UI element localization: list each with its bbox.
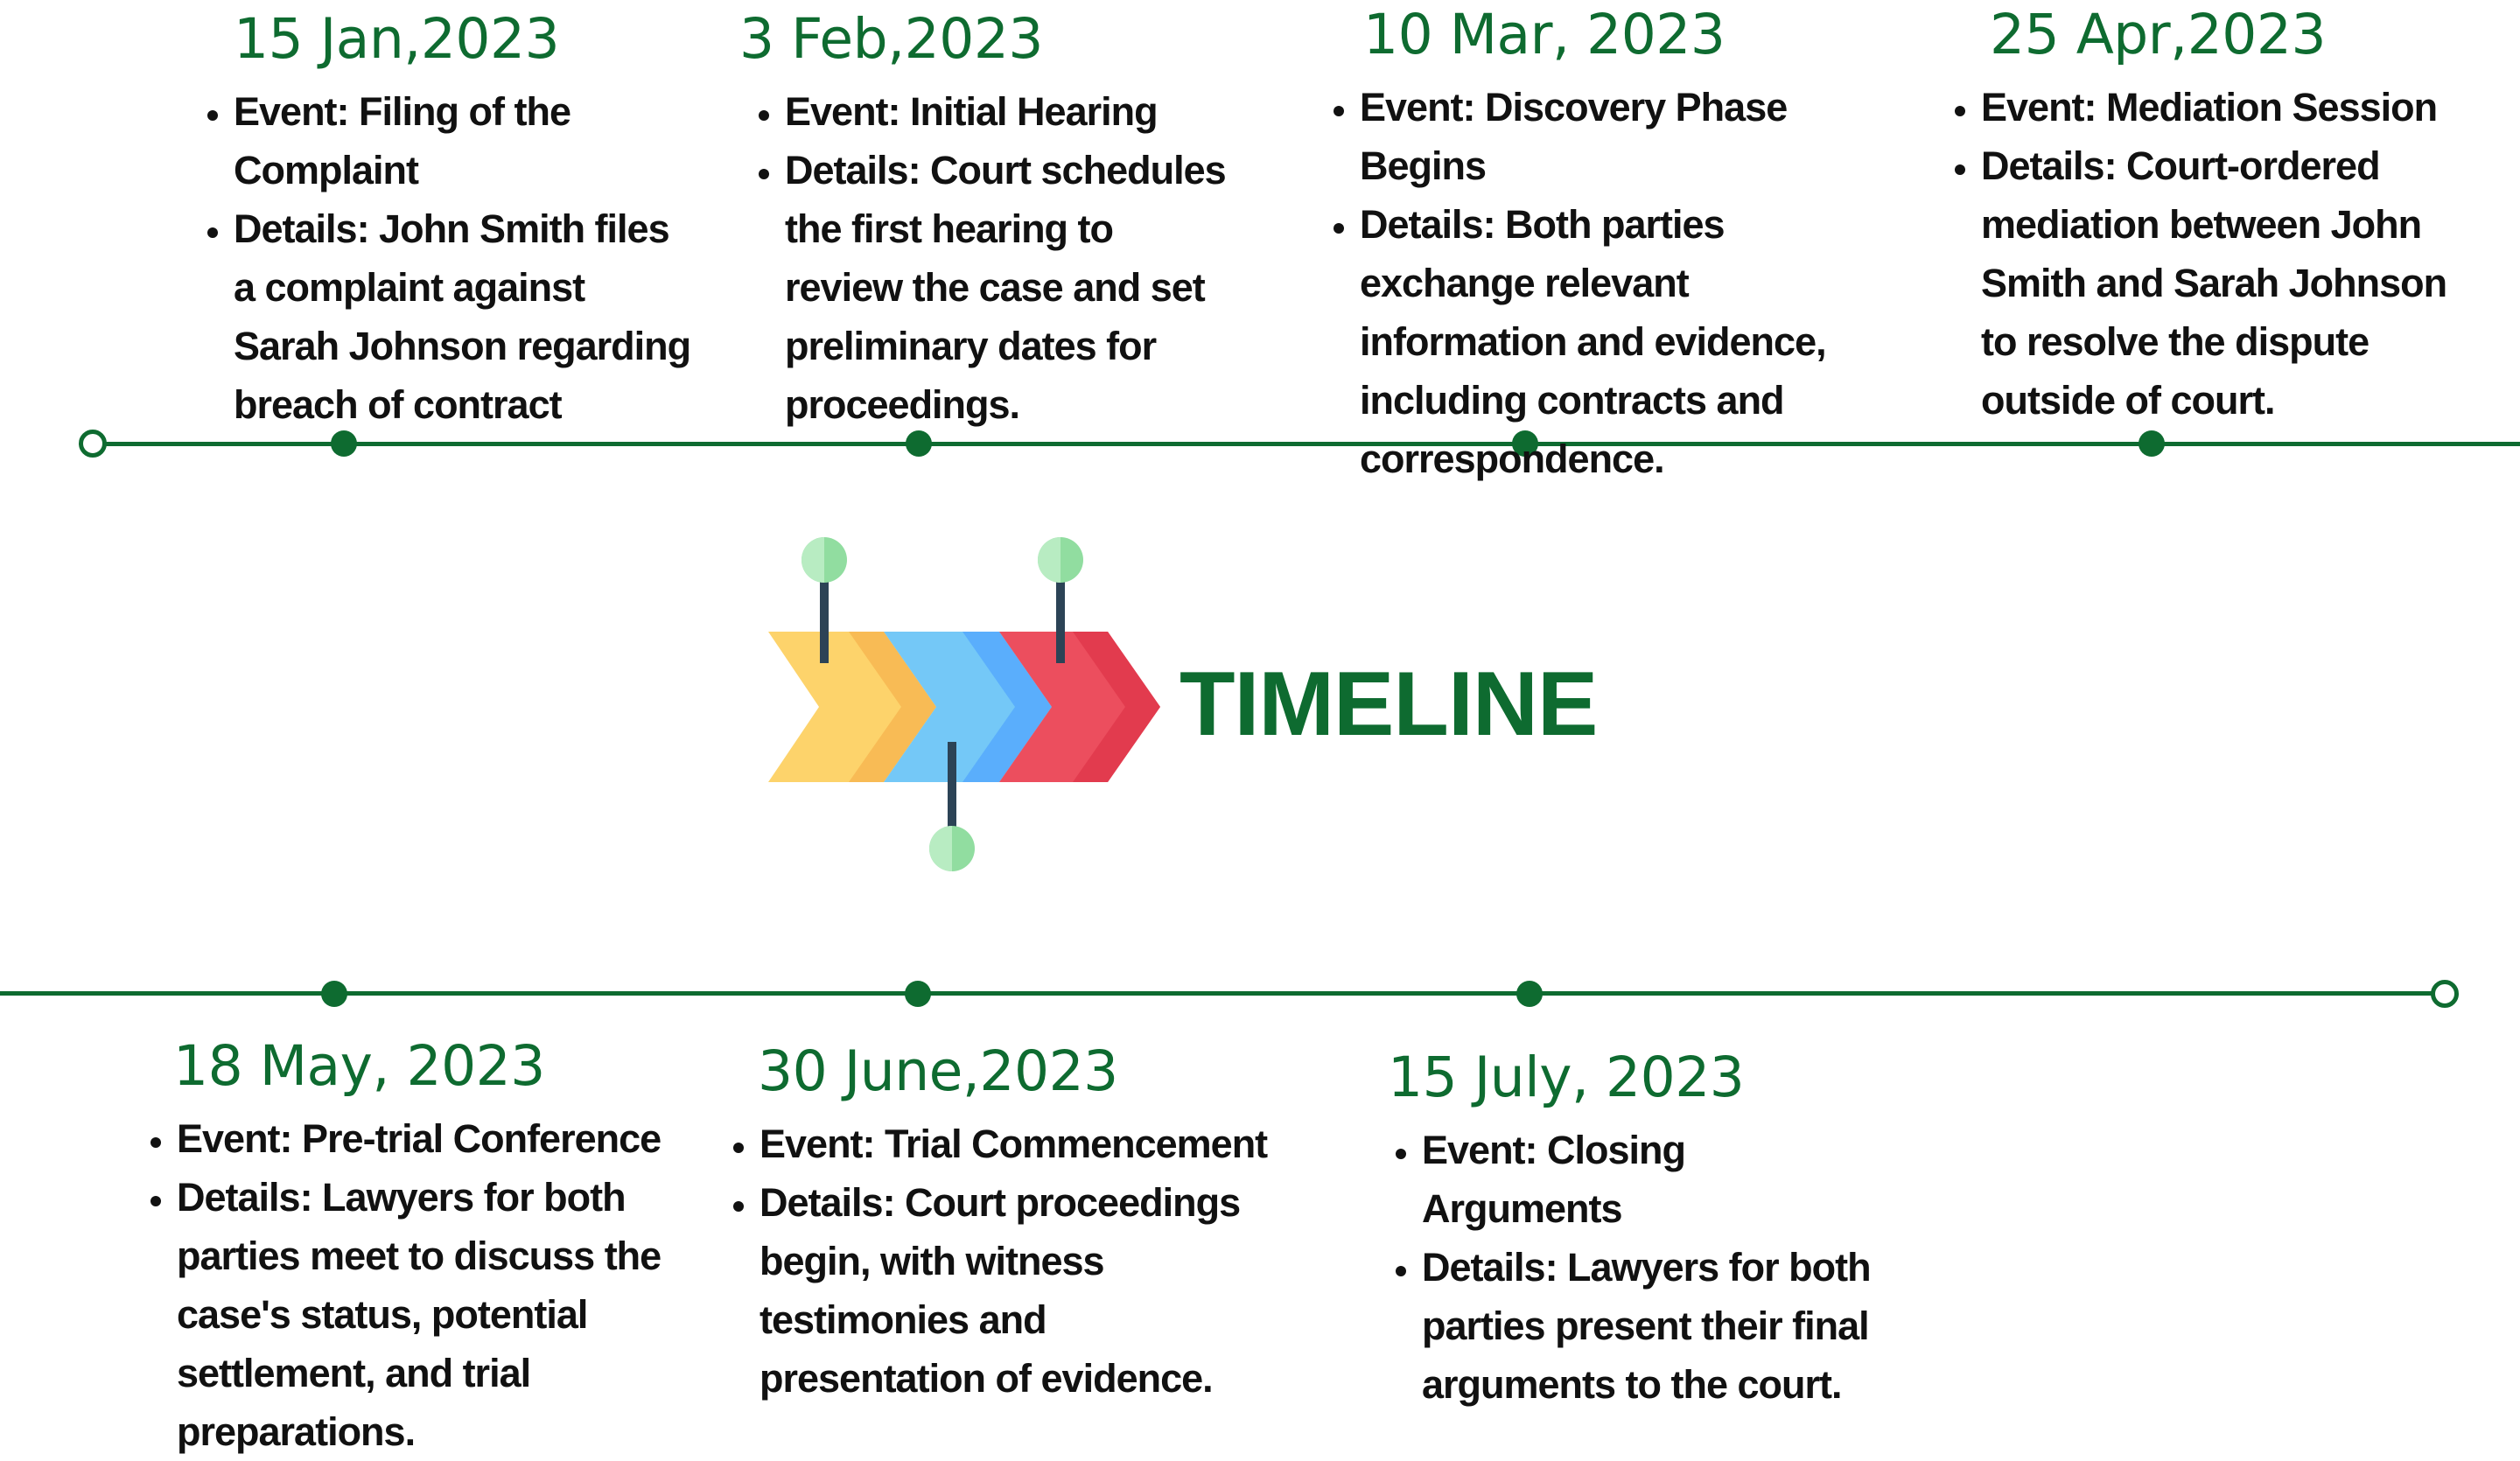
event-title: Event: Trial Commencement	[760, 1115, 1274, 1173]
event-description: Details: Court schedules the first heari…	[785, 141, 1238, 434]
event-title: Event: Discovery Phase Begins	[1360, 78, 1883, 195]
event-title: Event: Mediation Session	[1981, 78, 2469, 136]
page-title: TIMELINE	[1180, 654, 1598, 755]
event-details-list: Event: Initial Hearing Details: Court sc…	[748, 82, 1238, 434]
event-date: 15 Jan,2023	[234, 7, 560, 71]
event-details-list: Event: Closing Arguments Details: Lawyer…	[1385, 1121, 1893, 1414]
timeline-end-marker	[2431, 980, 2459, 1008]
event-description: Details: Both parties exchange relevant …	[1360, 195, 1883, 488]
event-description: Details: John Smith files a complaint ag…	[234, 199, 696, 434]
event-date: 3 Feb,2023	[739, 7, 1044, 71]
event-title: Event: Initial Hearing	[785, 82, 1238, 141]
event-date: 25 Apr,2023	[1990, 3, 2327, 66]
event-details-list: Event: Trial Commencement Details: Court…	[723, 1115, 1274, 1408]
event-card: 15 July, 2023 Event: Closing Arguments D…	[1385, 1050, 1893, 1414]
timeline-line-top	[93, 442, 2520, 446]
event-card: 3 Feb,2023 Event: Initial Hearing Detail…	[739, 11, 1238, 434]
event-title: Event: Pre-trial Conference	[177, 1109, 665, 1168]
event-description: Details: Lawyers for both parties presen…	[1422, 1238, 1893, 1414]
event-description: Details: Court-ordered mediation between…	[1981, 136, 2469, 430]
event-details-list: Event: Discovery Phase Begins Details: B…	[1323, 78, 1883, 488]
event-description: Details: Lawyers for both parties meet t…	[177, 1168, 665, 1461]
event-card: 25 Apr,2023 Event: Mediation Session Det…	[1944, 7, 2469, 430]
event-date: 30 June,2023	[758, 1039, 1118, 1103]
event-details-list: Event: Filing of the Complaint Details: …	[197, 82, 696, 434]
timeline-line-bottom	[0, 991, 2445, 996]
event-card: 10 Mar, 2023 Event: Discovery Phase Begi…	[1323, 7, 1883, 488]
event-date: 10 Mar, 2023	[1363, 3, 1726, 66]
timeline-start-marker	[79, 430, 107, 458]
timeline-marker	[1516, 981, 1543, 1007]
event-card: 30 June,2023 Event: Trial Commencement D…	[723, 1044, 1274, 1408]
timeline-marker	[321, 981, 347, 1007]
arrow-timeline-icon	[761, 525, 1164, 888]
event-title: Event: Filing of the Complaint	[234, 82, 696, 199]
event-date: 15 July, 2023	[1388, 1045, 1745, 1109]
event-card: 15 Jan,2023 Event: Filing of the Complai…	[197, 11, 696, 434]
event-details-list: Event: Mediation Session Details: Court-…	[1944, 78, 2469, 430]
event-title: Event: Closing Arguments	[1422, 1121, 1893, 1238]
event-card: 18 May, 2023 Event: Pre-trial Conference…	[140, 1038, 665, 1461]
event-date: 18 May, 2023	[173, 1034, 545, 1098]
timeline-marker	[2138, 430, 2165, 457]
event-description: Details: Court proceedings begin, with w…	[760, 1173, 1274, 1408]
timeline-marker	[331, 430, 357, 457]
timeline-marker	[906, 430, 932, 457]
event-details-list: Event: Pre-trial Conference Details: Law…	[140, 1109, 665, 1461]
timeline-marker	[1512, 430, 1538, 457]
timeline-marker	[905, 981, 931, 1007]
